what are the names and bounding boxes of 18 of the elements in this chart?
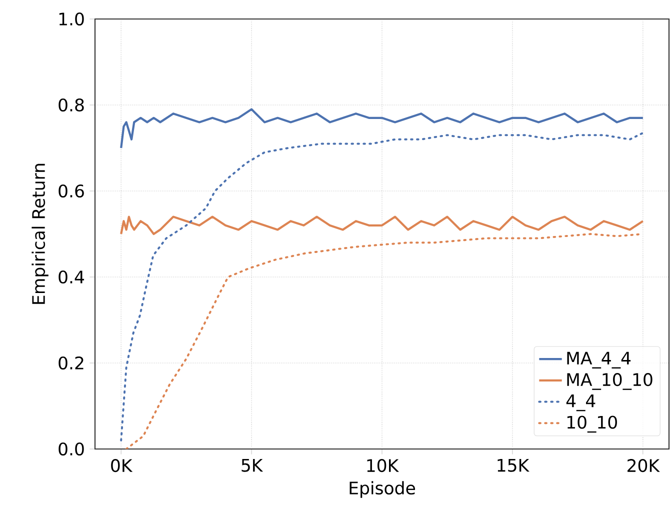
y-tick-label: 0.6 (58, 184, 84, 198)
legend-label: MA_4_4 (567, 352, 631, 368)
legend-label: 4_4 (566, 394, 596, 412)
x-tick-label: 5K (242, 459, 264, 472)
y-axis-title: Empirical Return (32, 164, 48, 304)
legend-label: 10_10 (567, 416, 617, 433)
y-tick-label: 0.2 (58, 356, 84, 370)
legend-label: MA_10_10 (567, 373, 652, 390)
y-tick-label: 0.8 (58, 98, 84, 112)
y-tick-label: 1.0 (59, 12, 84, 26)
x-tick-label: 0K (111, 459, 133, 472)
x-tick-label: 10K (367, 459, 400, 472)
y-tick-label: 0.0 (58, 442, 84, 456)
x-tick-label: 20K (628, 459, 660, 472)
y-tick-label: 0.4 (58, 270, 84, 284)
x-tick-label: 15K (498, 459, 530, 472)
line-series (120, 216, 644, 236)
x-axis-title: Episode (350, 481, 416, 498)
